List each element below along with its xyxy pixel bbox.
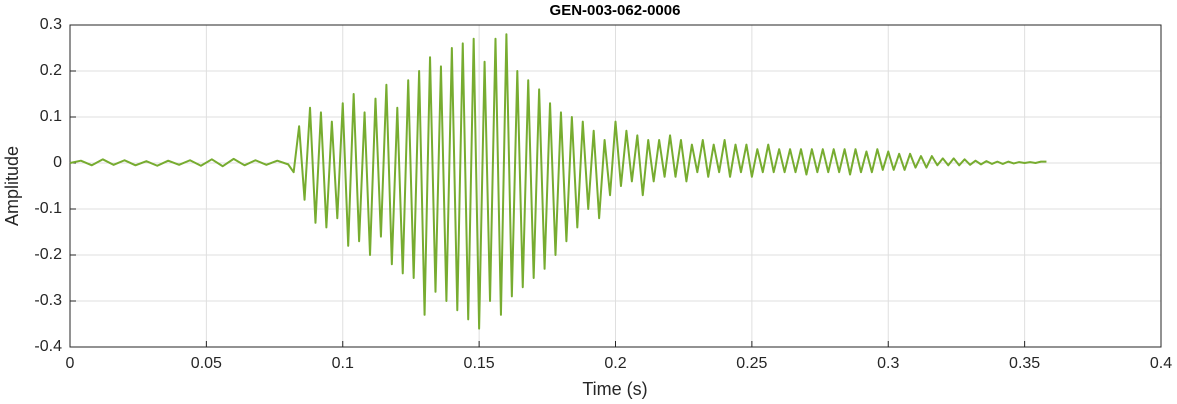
x-tick-label: 0.35 [1009, 355, 1040, 372]
x-tick-label: 0.2 [604, 355, 626, 372]
y-tick-label: 0.2 [40, 62, 62, 79]
y-tick-label: -0.2 [34, 246, 62, 263]
x-tick-label: 0.25 [736, 355, 767, 372]
chart-title: GEN-003-062-0006 [550, 2, 681, 19]
x-tick-label: 0.3 [877, 355, 899, 372]
waveform-line [69, 33, 1047, 330]
y-tick-label: 0.1 [40, 108, 62, 125]
y-tick-label: 0.3 [40, 16, 62, 33]
y-tick-label: -0.3 [34, 292, 62, 309]
x-tick-label: 0.1 [332, 355, 354, 372]
x-tick-label: 0.05 [191, 355, 222, 372]
plot-frame [69, 24, 1162, 348]
x-tick-label: 0.4 [1150, 355, 1172, 372]
x-axis-label: Time (s) [582, 379, 647, 399]
y-tick-label: 0 [53, 154, 62, 171]
y-tick-label: -0.4 [34, 338, 62, 355]
y-tick-label: -0.1 [34, 200, 62, 217]
x-tick-label: 0.15 [464, 355, 495, 372]
y-axis-label: Amplitude [2, 146, 22, 226]
x-tick-label: 0 [66, 355, 75, 372]
